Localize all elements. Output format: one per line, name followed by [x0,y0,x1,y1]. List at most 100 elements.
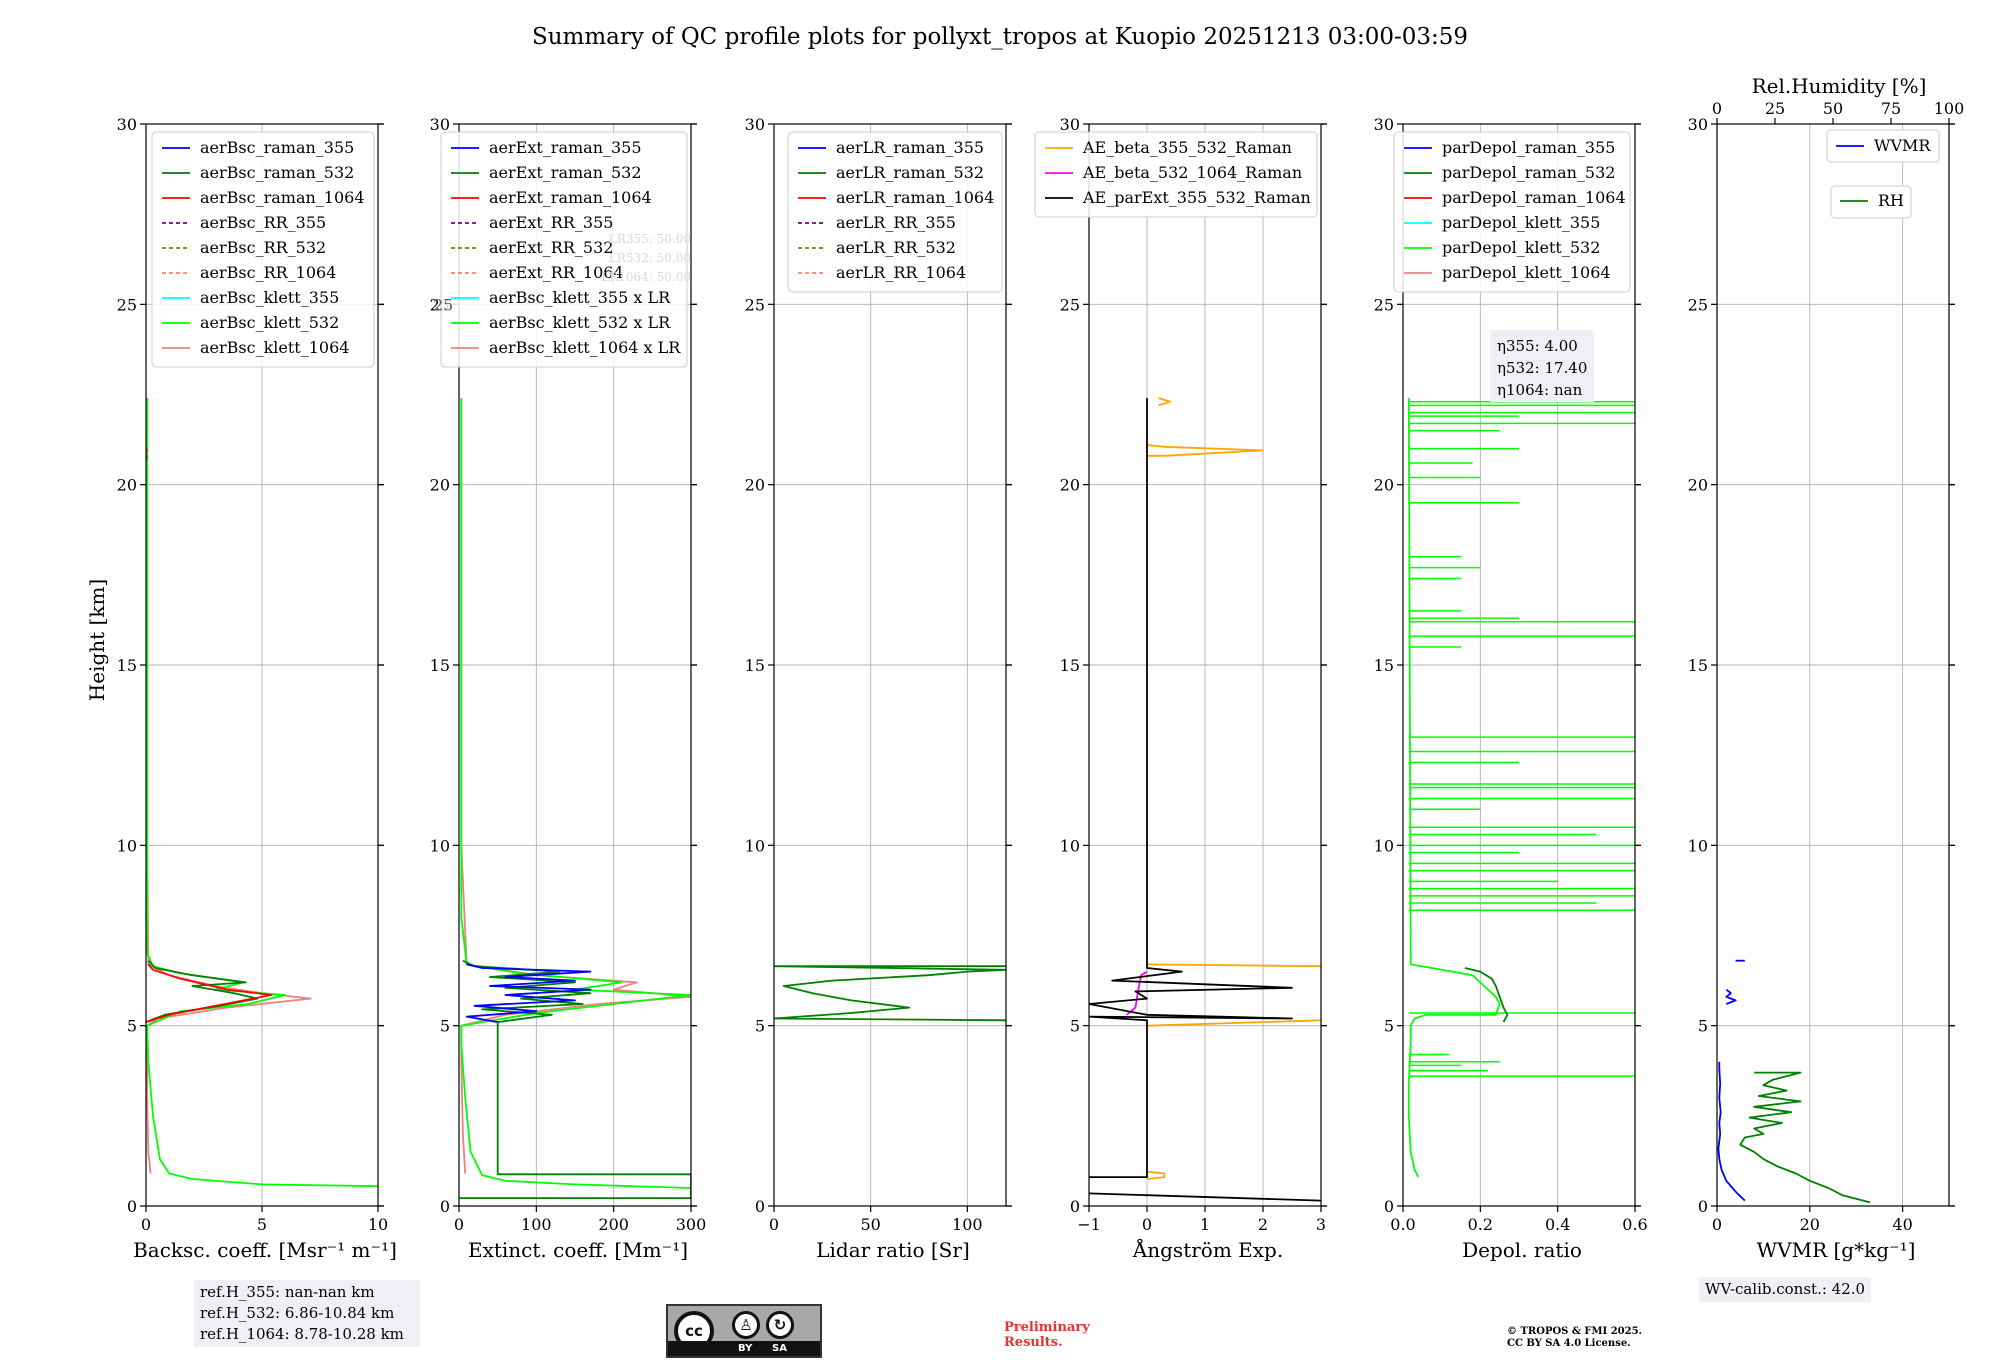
legend-item: aerBsc_RR_1064 [200,263,336,282]
legend-item: WVMR [1874,136,1931,155]
lr-overlay-text: LR355: 50.00 [609,232,691,246]
x-tick-label: 100 [952,1215,983,1234]
legend-item: aerExt_raman_532 [489,163,642,182]
x-axis-label: Depol. ratio [1462,1238,1582,1262]
y-axis-label: Height [km] [85,579,109,701]
legend-item: parDepol_klett_532 [1442,238,1600,257]
figure-title: Summary of QC profile plots for pollyxt_… [532,24,1468,50]
legend-item: parDepol_raman_355 [1442,138,1615,157]
ref-height-355: ref.H_355: nan-nan km [200,1283,375,1301]
y-tick-label: 5 [755,1017,765,1036]
legend-item: aerBsc_RR_355 [200,213,326,232]
y-tick-label: 0 [1384,1197,1394,1216]
panel-depol: 0 5 10 15 20 25 30 0.0 0.2 0.4 0.6 Depol. ratio parD… [1374,115,1648,1262]
legend-item: aerBsc_raman_532 [200,163,354,182]
top-x-tick-label: 50 [1823,99,1843,118]
y-tick-label: 10 [1060,836,1080,855]
x-tick-label: 0 [141,1215,151,1234]
series-parDepol_klett_532 [1407,398,1501,1178]
series-WVMR [1717,1061,1746,1202]
y-tick-label: 20 [430,476,450,495]
x-tick-label: 20 [1800,1215,1820,1234]
legend-box [1034,131,1318,218]
cc-license-badge: cc ♙ ↻ BY SA [666,1304,822,1358]
data-layer-depol [1407,398,1635,1178]
legend-item: aerBsc_klett_355 x LR [489,288,671,307]
y-tick-label: 30 [117,115,137,134]
series-AE_beta_355_532_Raman_c [1146,963,1321,968]
legend-box [1826,129,1940,163]
series-aerBsc_klett_1064 [146,398,312,1174]
series-AE_parExt_355_532_Raman [1089,1192,1321,1202]
x-axis-label: Ångström Exp. [1132,1237,1283,1262]
y-tick-label: 25 [1060,295,1080,314]
x-tick-label: 0 [769,1215,779,1234]
y-tick-label: 20 [1374,476,1394,495]
x-tick-label: 1 [1200,1215,1210,1234]
data-layer-lr [774,965,1006,1022]
series-aerBsc_klett_532 x LR [460,398,691,1189]
series-AE_beta_355_532_Raman_e [1158,397,1172,407]
eta-value: η1064: nan [1497,381,1583,399]
y-tick-label: 15 [745,656,765,675]
x-tick-label: 0 [1142,1215,1152,1234]
x-tick-label: 2 [1258,1215,1268,1234]
y-tick-label: 20 [117,476,137,495]
eta-box [1490,330,1594,402]
series-AE_beta_355_532_Raman [1146,1170,1166,1180]
x-tick-label: −1 [1077,1215,1101,1234]
legend-item: aerLR_raman_355 [836,138,984,157]
y-tick-label: 10 [1374,836,1394,855]
panel-bsc: 0 5 10 15 20 25 30 0 5 10 Backsc. coeff. [Msr⁻¹ m⁻… [117,115,397,1262]
y-tick-label: 10 [117,836,137,855]
copyright-line-2: CC BY SA 4.0 License. [1507,1338,1631,1349]
lr-overlay-text: LR532: 50.00 [609,251,691,265]
y-tick-label: 30 [1688,115,1708,134]
legend-item: parDepol_klett_355 [1442,213,1600,232]
legend-item: aerExt_raman_355 [489,138,642,157]
top-x-tick-label: 0 [1712,99,1722,118]
ref-height-1064: ref.H_1064: 8.78-10.28 km [200,1325,404,1343]
legend-item: aerBsc_klett_355 [200,288,339,307]
y-tick-label: 10 [1688,836,1708,855]
x-tick-label: 100 [521,1215,552,1234]
x-tick-label: 200 [598,1215,629,1234]
legend-item: aerBsc_raman_1064 [200,188,365,207]
legend-box [787,131,1003,293]
x-tick-label: 0.2 [1468,1215,1493,1234]
y-tick-label: 25 [1374,295,1394,314]
copyright-line-1: © TROPOS & FMI 2025. [1507,1326,1643,1337]
top-x-tick-label: 25 [1765,99,1785,118]
data-layer-ae [1089,397,1321,1202]
legend-item: aerExt_RR_532 [489,238,613,257]
y-tick-label: 25 [745,295,765,314]
y-tick-label: 5 [440,1017,450,1036]
legend-ext: aerExt_raman_355 aerExt_raman_532 aerExt_r… [440,131,688,368]
legend-item: AE_beta_532_1064_Raman [1082,163,1302,182]
top-x-tick-label: 75 [1881,99,1901,118]
y-tick-label: 5 [127,1017,137,1036]
y-tick-label: 0 [1698,1197,1708,1216]
y-tick-label: 10 [745,836,765,855]
data-layer-ext [459,398,691,1199]
y-tick-label: 15 [430,656,450,675]
eta-value: η532: 17.40 [1497,359,1587,377]
x-tick-label: 40 [1892,1215,1912,1234]
x-tick-label: 0.4 [1545,1215,1570,1234]
cc-sa-label: SA [772,1343,787,1354]
series-aerLR_raman_532 [774,965,1006,1022]
legend-item: aerLR_RR_355 [836,213,956,232]
x-tick-label: 0 [1712,1215,1722,1234]
y-tick-label: 5 [1698,1017,1708,1036]
y-tick-label: 30 [430,115,450,134]
legend-item: aerExt_RR_355 [489,213,613,232]
y-tick-label: 30 [1060,115,1080,134]
x-axis-label: WVMR [g*kg⁻¹] [1757,1238,1916,1262]
legend-item: aerBsc_klett_532 [200,313,339,332]
legend-box [1830,185,1912,219]
y-tick-label: 15 [1374,656,1394,675]
reference-height-box: ref.H_355: nan-nan km ref.H_532: 6.86-10… [194,1280,420,1347]
data-layer-wv [1717,959,1871,1204]
